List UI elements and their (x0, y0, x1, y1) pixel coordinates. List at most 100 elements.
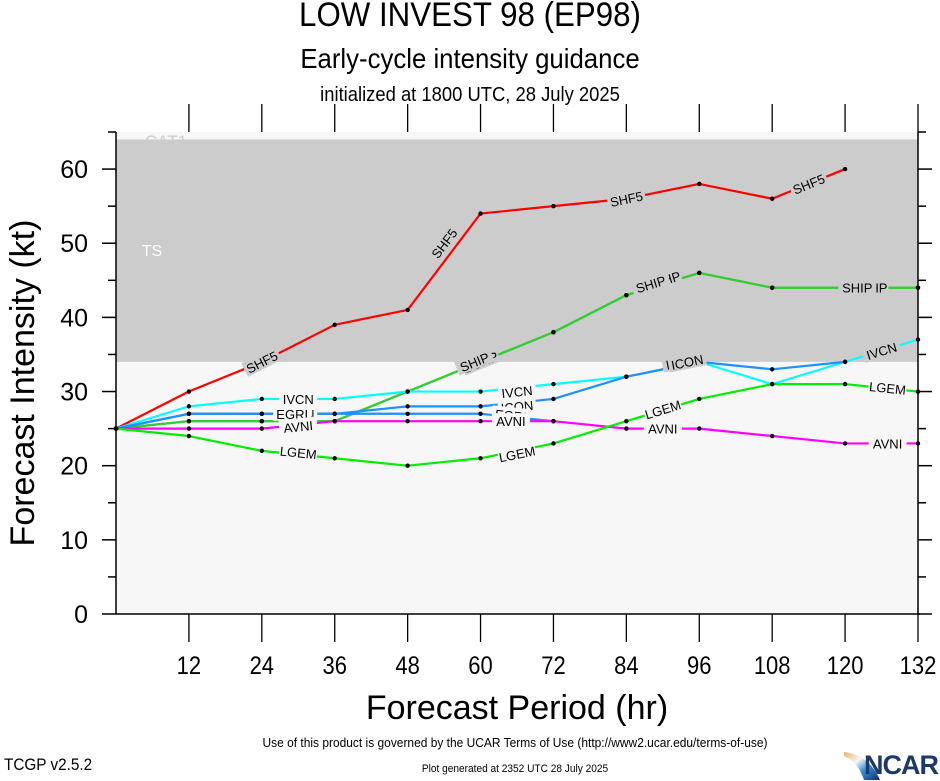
label-halo (241, 346, 282, 377)
label-halo (453, 347, 495, 376)
data-point-avni (186, 426, 192, 431)
x-tick-label: 132 (900, 652, 937, 680)
band-label-cat1: CAT1 (145, 132, 187, 151)
x-tick-label: 72 (541, 652, 565, 680)
series-line-ship (115, 271, 918, 430)
series-label-lgem: LGEM (868, 377, 908, 398)
label-halo (278, 442, 318, 462)
data-point-icon (551, 396, 556, 402)
data-point-avni (551, 419, 556, 424)
x-tick-label: 24 (250, 652, 274, 680)
x-tick-label: 60 (468, 652, 492, 680)
generated-time-text: Plot generated at 2352 UTC 28 July 2025 (421, 763, 609, 775)
data-point-lgem (769, 381, 775, 387)
chart-init-time: initialized at 1800 UTC, 28 July 2025 (320, 84, 620, 106)
data-point-ship (259, 419, 265, 424)
version-label: TCGP v2.5.2 (4, 755, 93, 774)
series-label-lgem: LGEM (496, 442, 538, 465)
label-text: AVNI (283, 418, 314, 436)
x-tick-label: 84 (614, 652, 638, 680)
data-point-shf5 (405, 307, 410, 313)
data-point-icon (769, 367, 775, 372)
data-point-egri (259, 411, 265, 416)
data-point-egri (478, 411, 483, 416)
data-point-avni (259, 426, 265, 431)
label-halo (630, 270, 671, 297)
label-halo (868, 377, 908, 397)
label-text: LGEM (279, 444, 317, 463)
series-label-ivcn: IVCN (279, 390, 318, 407)
label-halo (606, 187, 647, 210)
series-label-avni: AVNI (868, 435, 907, 451)
data-point-avni (842, 441, 848, 446)
data-point-egri (186, 411, 192, 416)
x-tick-label: 120 (827, 652, 864, 680)
data-point-lgem (842, 381, 848, 387)
label-halo (491, 413, 530, 429)
data-point-avni (332, 419, 337, 424)
label-text: SHF5 (609, 189, 645, 210)
data-point-shf5 (551, 203, 556, 209)
y-tick-label: 20 (60, 453, 88, 481)
label-halo (497, 381, 537, 401)
series-label-lgem: LGEM (278, 442, 318, 463)
data-point-shf5 (842, 166, 848, 172)
band-ts (116, 139, 918, 362)
label-halo (788, 169, 829, 198)
data-point-ship (624, 292, 629, 298)
y-axis-title: Forecast Intensity (kt) (4, 220, 42, 547)
ncar-logo: NCAR (842, 748, 939, 780)
series-label-shf5: SHF5 (606, 187, 647, 210)
data-point-ivcn (332, 396, 337, 402)
y-tick-label: 30 (60, 379, 88, 407)
data-point-icon (842, 359, 848, 365)
data-point-ivcn (551, 381, 556, 387)
series-label-avni: AVNI (491, 413, 530, 429)
data-point-egri (332, 411, 337, 416)
label-text: ICON (670, 352, 705, 373)
data-point-lgem (697, 396, 702, 402)
label-halo (643, 420, 682, 436)
label-text: AVNI (496, 414, 525, 429)
chart-subtitle: Early-cycle intensity guidance (300, 43, 640, 74)
label-text: LGEM (498, 443, 537, 465)
series-label-avni: AVNI (278, 416, 318, 436)
data-point-avni (624, 426, 629, 431)
y-tick-label: 40 (60, 304, 88, 332)
data-point-lgem (551, 441, 556, 446)
series-label-egri: EGRI (273, 405, 312, 422)
data-point-icon (405, 404, 410, 409)
data-point-avni (405, 419, 410, 424)
label-halo (666, 350, 708, 373)
data-point-shf5 (769, 196, 775, 201)
data-point-ivcn (259, 396, 265, 402)
x-tick-label: 48 (395, 652, 419, 680)
label-halo (278, 416, 318, 436)
data-point-ship (186, 419, 192, 424)
data-point-shf5 (332, 322, 337, 327)
label-text: EGRI (276, 407, 308, 422)
data-point-lgem (186, 433, 192, 439)
label-halo (273, 405, 312, 421)
band-cat1 (116, 132, 918, 140)
data-point-shf5 (478, 211, 483, 216)
series-label-avni: AVNI (643, 420, 682, 437)
data-point-ivcn (186, 404, 192, 409)
label-halo (496, 442, 538, 465)
label-halo (279, 390, 318, 406)
label-text: AVNI (873, 436, 902, 451)
data-point-shf5 (186, 389, 192, 394)
series-label-ship: SHIP (838, 279, 877, 296)
chart-title: LOW INVEST 98 (EP98) (299, 0, 641, 34)
series-label-icon: ICON (666, 350, 708, 373)
data-point-lgem (259, 448, 265, 454)
y-tick-label: 10 (60, 527, 88, 555)
series-label-ivcn: IVCN (497, 381, 537, 401)
data-point-icon (624, 374, 629, 379)
y-tick-label: 50 (60, 230, 88, 258)
x-tick-label: 12 (177, 652, 201, 680)
label-text: AVNI (648, 422, 677, 437)
label-text: SHIP (842, 281, 872, 296)
label-halo (861, 337, 902, 363)
label-halo (642, 396, 684, 422)
